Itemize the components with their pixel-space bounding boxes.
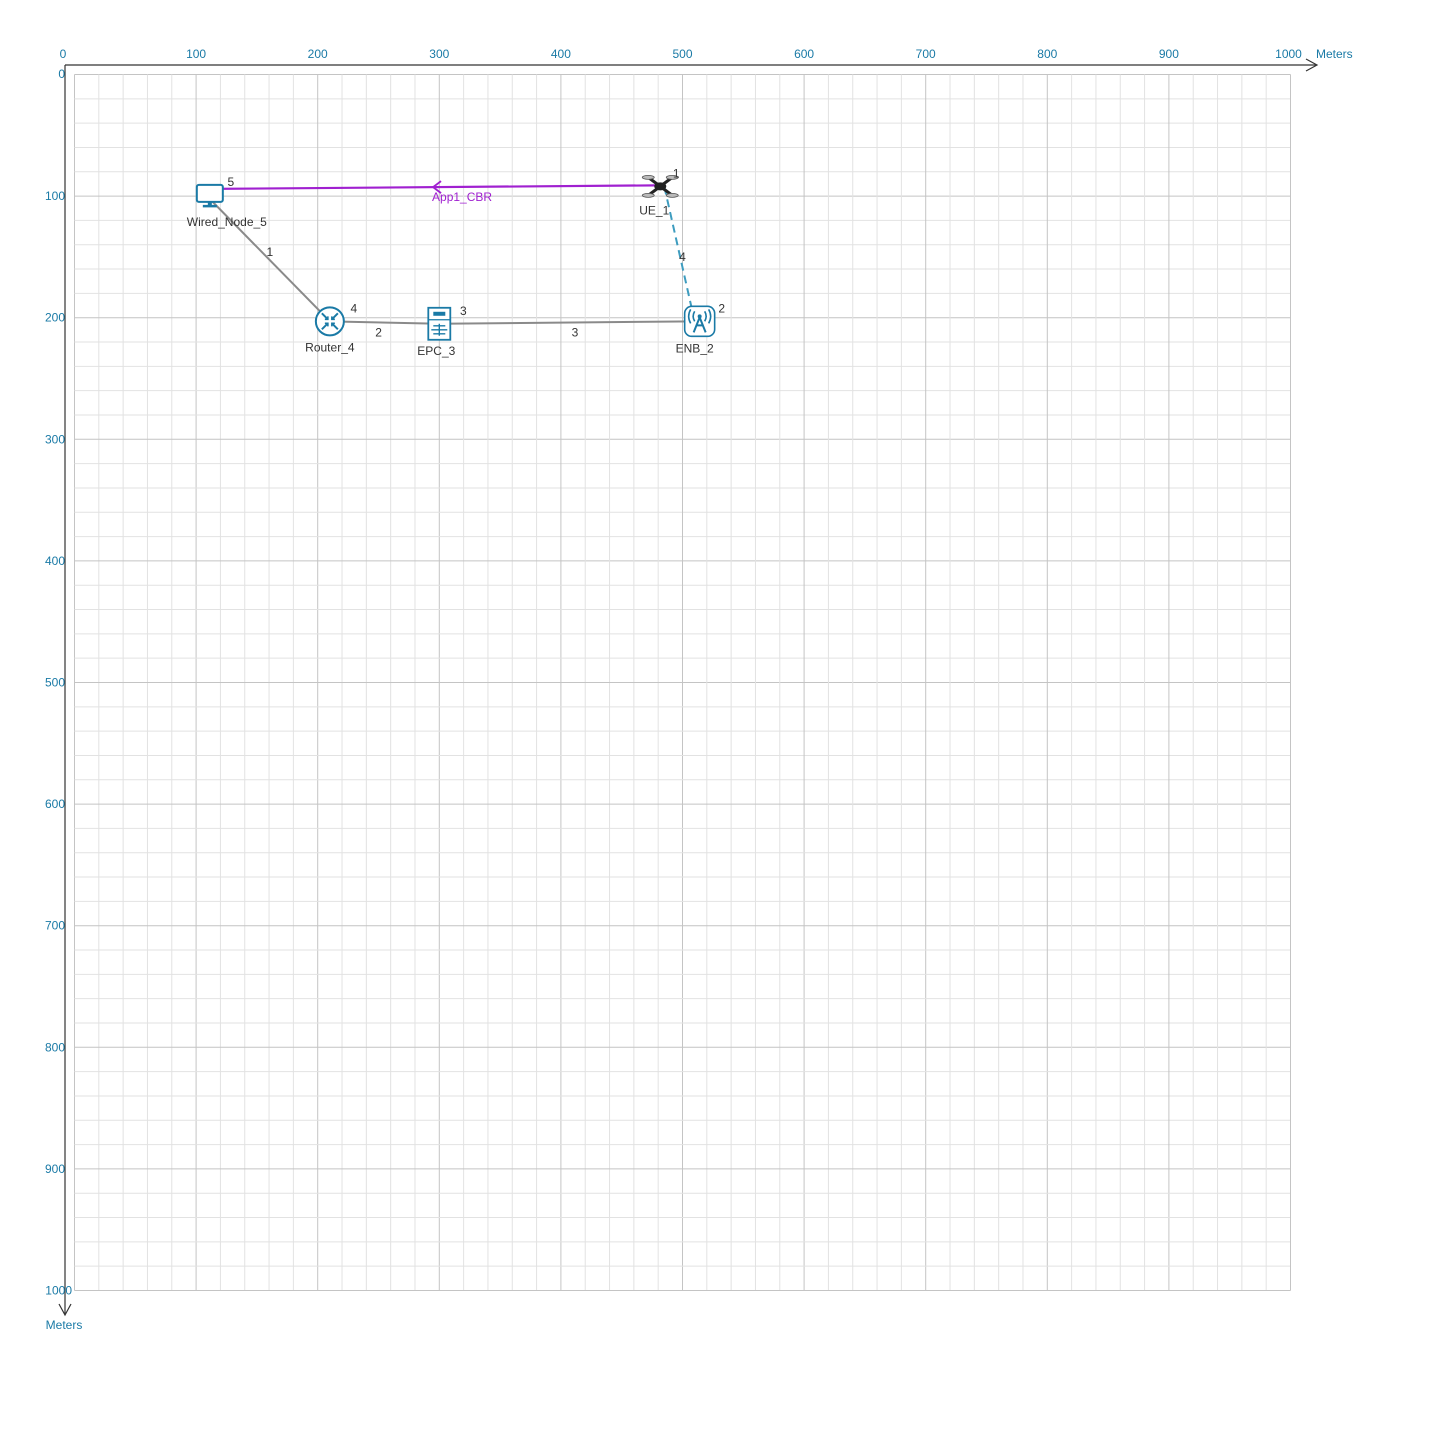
x-tick-label: 300 — [429, 47, 449, 61]
drone-propeller — [665, 192, 679, 198]
x-tick-label: 100 — [186, 47, 206, 61]
link-2[interactable] — [329, 320, 440, 325]
drone-propeller — [641, 174, 655, 180]
y-axis-unit: Meters — [46, 1318, 83, 1332]
base-shape — [202, 204, 217, 208]
node-wired-node-5[interactable]: Wired_Node_5 5 — [187, 175, 267, 229]
router-icon — [314, 306, 345, 337]
router-arrow — [331, 312, 339, 321]
x-tick-label: 0 — [60, 47, 67, 61]
y-tick-label: 600 — [45, 797, 65, 811]
flow-arrow-icon — [431, 180, 442, 194]
links: 1 2 3 4 — [205, 186, 696, 340]
link-4[interactable] — [663, 186, 696, 322]
node-name: UE_1 — [639, 203, 669, 217]
node-name: ENB_2 — [676, 341, 714, 355]
link-label: 4 — [679, 250, 686, 264]
node-enb-2[interactable]: ENB_2 2 — [676, 301, 726, 355]
y-tick-label: 200 — [45, 311, 65, 325]
server-slot — [433, 311, 446, 316]
x-tick-label: 800 — [1037, 47, 1057, 61]
x-tick-label: 600 — [794, 47, 814, 61]
x-tick-label: 500 — [672, 47, 692, 61]
router-body — [314, 306, 345, 337]
node-number: 1 — [673, 166, 680, 180]
tower-waves — [687, 308, 712, 324]
x-tick-label: 900 — [1159, 47, 1179, 61]
y-tick-label: 900 — [45, 1162, 65, 1176]
tower-top — [697, 314, 702, 319]
y-axis-arrow-icon — [58, 1303, 72, 1317]
applications: App1_CBR — [211, 180, 657, 204]
link-label: 2 — [375, 326, 382, 340]
drone-propeller — [641, 192, 655, 198]
screen-shape — [195, 183, 224, 203]
link-label: 3 — [572, 326, 579, 340]
y-tick-label: 300 — [45, 432, 65, 446]
x-axis-arrow-icon — [1305, 58, 1319, 72]
x-tick-label: 200 — [308, 47, 328, 61]
router-arrowheads — [324, 316, 335, 327]
cell-tower-icon — [683, 305, 716, 338]
link-3[interactable] — [439, 320, 695, 325]
node-name: Router_4 — [305, 340, 355, 354]
node-name: Wired_Node_5 — [187, 215, 267, 229]
x-tick-label: 700 — [916, 47, 936, 61]
link-1[interactable] — [205, 194, 331, 323]
drone-icon — [641, 174, 679, 198]
tower-frame — [683, 305, 716, 338]
node-number: 2 — [718, 301, 725, 315]
server-icon — [427, 306, 452, 341]
tower-mast — [692, 316, 707, 333]
node-epc-3[interactable]: EPC_3 3 — [417, 304, 467, 358]
server-network-lines — [431, 323, 448, 336]
node-number: 3 — [460, 304, 467, 318]
drone-propeller — [665, 174, 679, 180]
y-tick-label: 800 — [45, 1040, 65, 1054]
y-tick-label: 0 — [58, 67, 65, 81]
router-arrow — [321, 312, 329, 321]
y-tick-label: 700 — [45, 919, 65, 933]
app-label: App1_CBR — [432, 190, 492, 204]
node-ue-1[interactable]: UE_1 1 — [639, 166, 680, 217]
y-tick-label: 400 — [45, 554, 65, 568]
grid — [74, 74, 1291, 1291]
nodes: UE_1 1 ENB_2 2 EPC_3 3 Router_4 4 Wired_Node_5 5 — [187, 166, 726, 357]
x-axis-unit: Meters — [1316, 47, 1353, 61]
node-router-4[interactable]: Router_4 4 — [305, 301, 357, 354]
node-number: 4 — [351, 301, 358, 315]
link-label: 1 — [267, 245, 274, 259]
monitor-icon — [195, 183, 224, 208]
axes: 0 100 200 300 400 500 600 700 800 900 1000 0 100 200 3… — [45, 47, 1353, 1332]
router-arrow — [321, 322, 329, 331]
y-tick-label: 100 — [45, 189, 65, 203]
stand-shape — [207, 201, 212, 206]
x-tick-label: 1000 — [1275, 47, 1302, 61]
node-name: EPC_3 — [417, 344, 455, 358]
y-tick-label: 1000 — [45, 1284, 72, 1298]
x-tick-label: 400 — [551, 47, 571, 61]
y-tick-label: 500 — [45, 676, 65, 690]
router-arrow — [331, 322, 339, 331]
drone-body — [654, 182, 667, 191]
node-number: 5 — [227, 175, 234, 189]
